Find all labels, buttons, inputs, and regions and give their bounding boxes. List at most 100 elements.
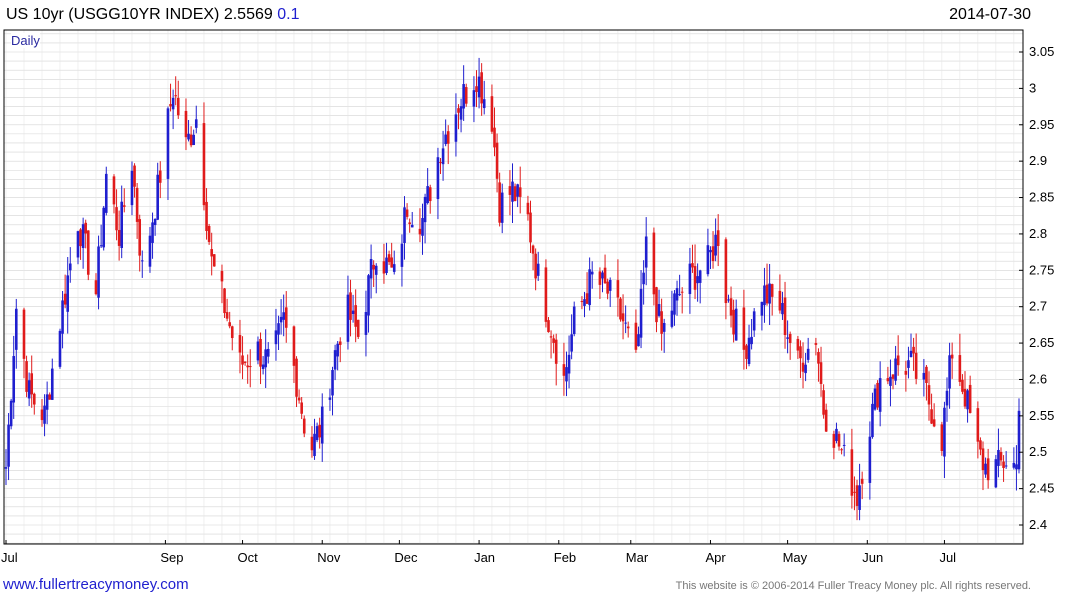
candle (351, 294, 355, 323)
candle (292, 325, 296, 384)
candle-body (508, 186, 512, 195)
candle-body (986, 458, 990, 481)
candle-body (907, 360, 910, 368)
candle-body (716, 230, 720, 246)
candle (408, 218, 411, 233)
candle-body (966, 390, 969, 410)
candle-body (264, 349, 267, 368)
candle (724, 237, 728, 320)
candle-body (729, 298, 733, 316)
website-link[interactable]: www.fullertreacymoney.com (3, 576, 189, 593)
candle-body (156, 174, 159, 220)
candle (889, 359, 892, 407)
candle-body (670, 310, 674, 327)
candle (886, 366, 890, 385)
candle-body (385, 257, 388, 274)
candle-body (768, 283, 771, 304)
candle (948, 342, 951, 409)
candle-body (912, 346, 915, 354)
candle (626, 321, 630, 338)
candle-body (927, 385, 931, 405)
candle (336, 341, 339, 371)
candle (279, 299, 283, 335)
candle-body (678, 294, 681, 296)
y-tick-label: 3 (1029, 80, 1036, 95)
candle (716, 214, 720, 267)
x-tick-label: Feb (554, 550, 576, 565)
candle (400, 234, 404, 287)
candle (760, 301, 764, 331)
candle (390, 242, 393, 268)
candle-body (894, 358, 897, 381)
candle-body (732, 309, 735, 335)
candle (904, 360, 908, 392)
candle (428, 184, 432, 214)
candle-body (354, 305, 357, 327)
candle-body (318, 424, 321, 438)
candle (76, 230, 80, 265)
candle (891, 374, 895, 390)
candle (94, 273, 98, 296)
candle-body (511, 181, 514, 202)
candle-body (583, 299, 586, 306)
candle (639, 270, 643, 349)
candle-body (174, 95, 177, 97)
candle (295, 356, 298, 408)
candle-body (626, 326, 630, 329)
candle-body (608, 279, 612, 291)
candle-body (79, 229, 82, 247)
candle (714, 218, 717, 262)
candle (565, 351, 568, 397)
candle (693, 244, 697, 300)
candle-body (390, 257, 393, 268)
candle (652, 227, 656, 306)
candle (184, 98, 188, 151)
candle-body (868, 436, 872, 483)
candle-body (624, 322, 627, 324)
candle (922, 358, 926, 397)
candle (482, 80, 486, 115)
candle (976, 401, 980, 459)
candle (580, 296, 584, 310)
candle (338, 337, 342, 363)
candle-body (148, 235, 152, 267)
candle (7, 413, 10, 481)
candle (477, 57, 481, 109)
candle-body (925, 366, 928, 384)
candle (241, 336, 244, 380)
candle (148, 227, 152, 273)
candle-body (997, 449, 1000, 466)
candle-body (284, 307, 288, 328)
candle-body (115, 207, 118, 231)
candle (205, 188, 208, 240)
candle (403, 196, 406, 260)
candle (860, 471, 864, 500)
candle (986, 448, 990, 489)
candle-body (513, 186, 517, 202)
candle (781, 291, 784, 320)
candle (750, 319, 753, 350)
candle-body (796, 338, 800, 351)
candle-body (310, 436, 314, 451)
candle-body (500, 192, 504, 223)
candle-body (61, 300, 64, 334)
candle-body (212, 254, 216, 267)
candle-body (25, 361, 28, 392)
candle (135, 182, 139, 239)
x-tick-label: Jul (1, 550, 18, 565)
candle (894, 345, 897, 385)
candle (120, 185, 123, 259)
candle (297, 389, 301, 404)
candle-body (400, 243, 404, 267)
candle (228, 311, 231, 329)
candle-body (97, 246, 100, 298)
candle (796, 335, 800, 359)
candle (122, 188, 126, 213)
candle (768, 264, 771, 326)
candle (943, 401, 946, 479)
candle-body (94, 280, 98, 295)
candle-body (544, 267, 548, 322)
candle-body (295, 358, 298, 397)
candle-body (752, 311, 756, 331)
candle (367, 273, 370, 333)
